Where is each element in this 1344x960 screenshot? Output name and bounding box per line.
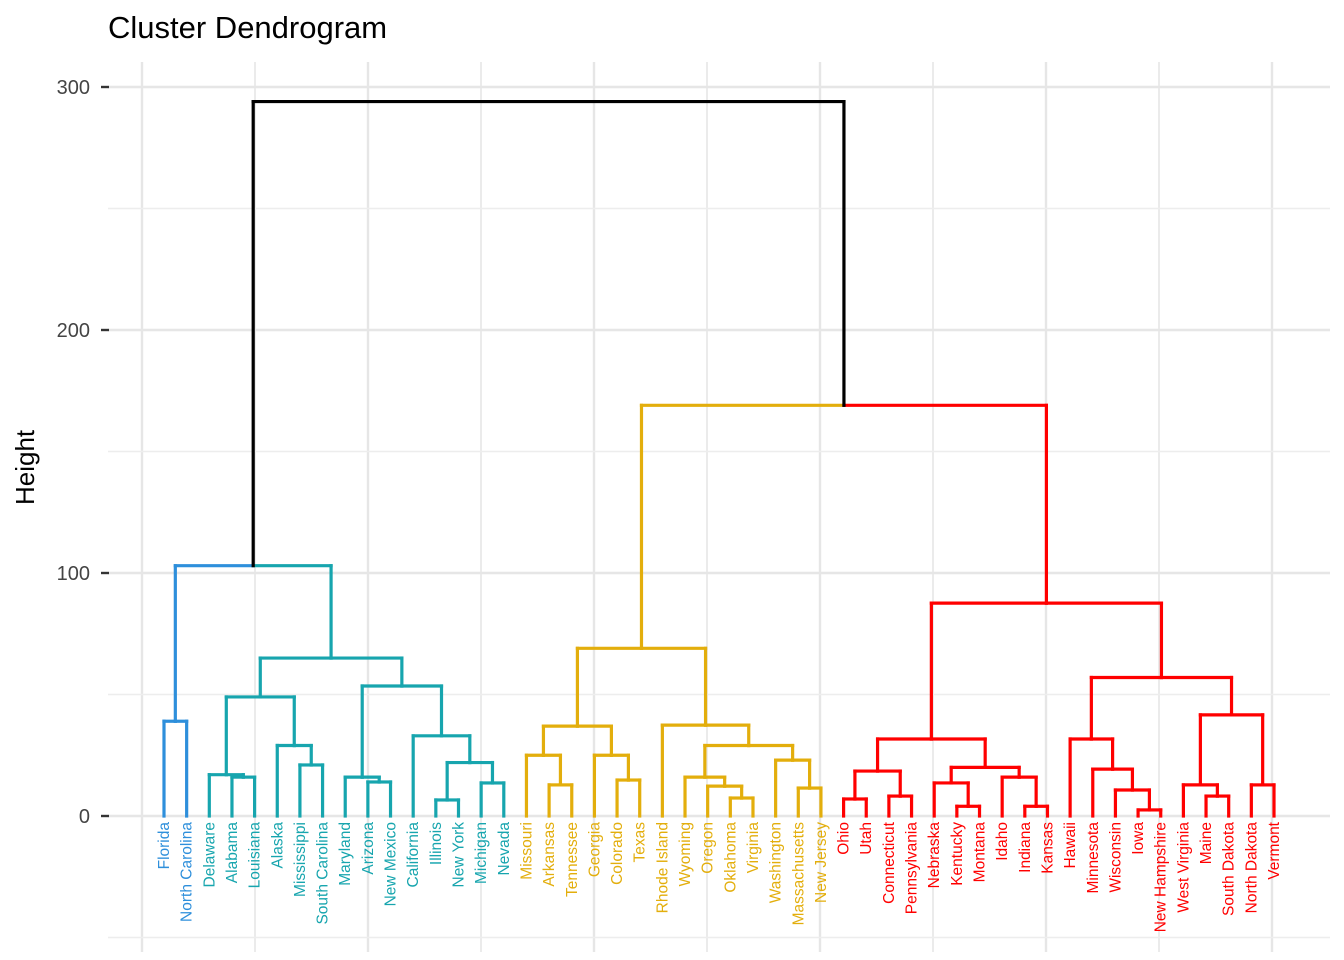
- leaf-label: Indiana: [1017, 822, 1034, 873]
- leaf-label: Mississippi: [292, 822, 309, 897]
- y-tick-label: 0: [79, 806, 90, 828]
- leaf-label: Iowa: [1130, 822, 1147, 855]
- leaf-label: California: [405, 822, 422, 888]
- y-tick-label: 100: [57, 563, 90, 585]
- leaf-label: Washington: [768, 822, 785, 903]
- leaf-labels: Florida North Carolina Delaware Alabama Loui…: [156, 821, 1283, 932]
- leaf-label: West Virginia: [1175, 822, 1192, 913]
- leaf-label: Colorado: [609, 822, 626, 885]
- leaf-label: Oregon: [700, 822, 717, 874]
- leaf-label: New York: [450, 822, 467, 888]
- leaf-label: North Dakota: [1243, 822, 1260, 914]
- leaf-label: Louisiana: [247, 822, 264, 889]
- leaf-label: Virginia: [745, 822, 762, 874]
- leaf-label: Pennsylvania: [904, 822, 921, 915]
- leaf-label: Delaware: [201, 822, 218, 887]
- grid: [108, 62, 1330, 952]
- leaf-label: New Mexico: [383, 822, 400, 906]
- y-axis: 0 100 200 300: [57, 77, 109, 828]
- leaf-label: Florida: [156, 822, 173, 870]
- leaf-label: Idaho: [994, 822, 1011, 861]
- leaf-label: Michigan: [473, 822, 490, 884]
- leaf-label: Wisconsin: [1107, 822, 1124, 893]
- leaf-label: Texas: [632, 822, 649, 863]
- leaf-label: Arizona: [360, 822, 377, 875]
- leaf-label: South Dakota: [1221, 822, 1238, 916]
- leaf-label: Montana: [972, 822, 989, 883]
- leaf-label: Alaska: [269, 822, 286, 869]
- leaf-label: Wyoming: [677, 822, 694, 886]
- leaf-label: Kentucky: [949, 822, 966, 886]
- leaf-label: Nevada: [496, 822, 513, 876]
- leaf-label: Minnesota: [1085, 822, 1102, 894]
- leaf-label: South Carolina: [315, 822, 332, 925]
- leaf-label: Alabama: [224, 822, 241, 884]
- leaf-label: Vermont: [1266, 821, 1283, 879]
- leaf-label: Nebraska: [926, 822, 943, 889]
- leaf-label: Oklahoma: [722, 822, 739, 893]
- leaf-label: Kansas: [1039, 822, 1056, 874]
- leaf-label: Missouri: [518, 822, 535, 880]
- leaf-label: Arkansas: [541, 822, 558, 887]
- leaf-label: Maine: [1198, 822, 1215, 864]
- leaf-label: Georgia: [586, 822, 603, 878]
- leaf-label: Illinois: [428, 822, 445, 865]
- leaf-label: Utah: [858, 822, 875, 855]
- leaf-label: Connecticut: [881, 821, 898, 904]
- y-tick-label: 300: [57, 77, 90, 99]
- leaf-label: North Carolina: [179, 822, 196, 922]
- leaf-label: Ohio: [836, 822, 853, 855]
- leaf-label: Massachusetts: [790, 822, 807, 926]
- y-tick-label: 200: [57, 320, 90, 342]
- leaf-label: Tennessee: [564, 822, 581, 897]
- leaf-label: Maryland: [337, 822, 354, 886]
- leaf-label: New Jersey: [813, 822, 830, 903]
- dendrogram-tree: [162, 99, 1276, 818]
- leaf-label: Rhode Island: [654, 822, 671, 913]
- leaf-label: New Hampshire: [1153, 822, 1170, 932]
- chart-title: Cluster Dendrogram: [108, 10, 388, 45]
- leaf-label: Hawaii: [1062, 822, 1079, 869]
